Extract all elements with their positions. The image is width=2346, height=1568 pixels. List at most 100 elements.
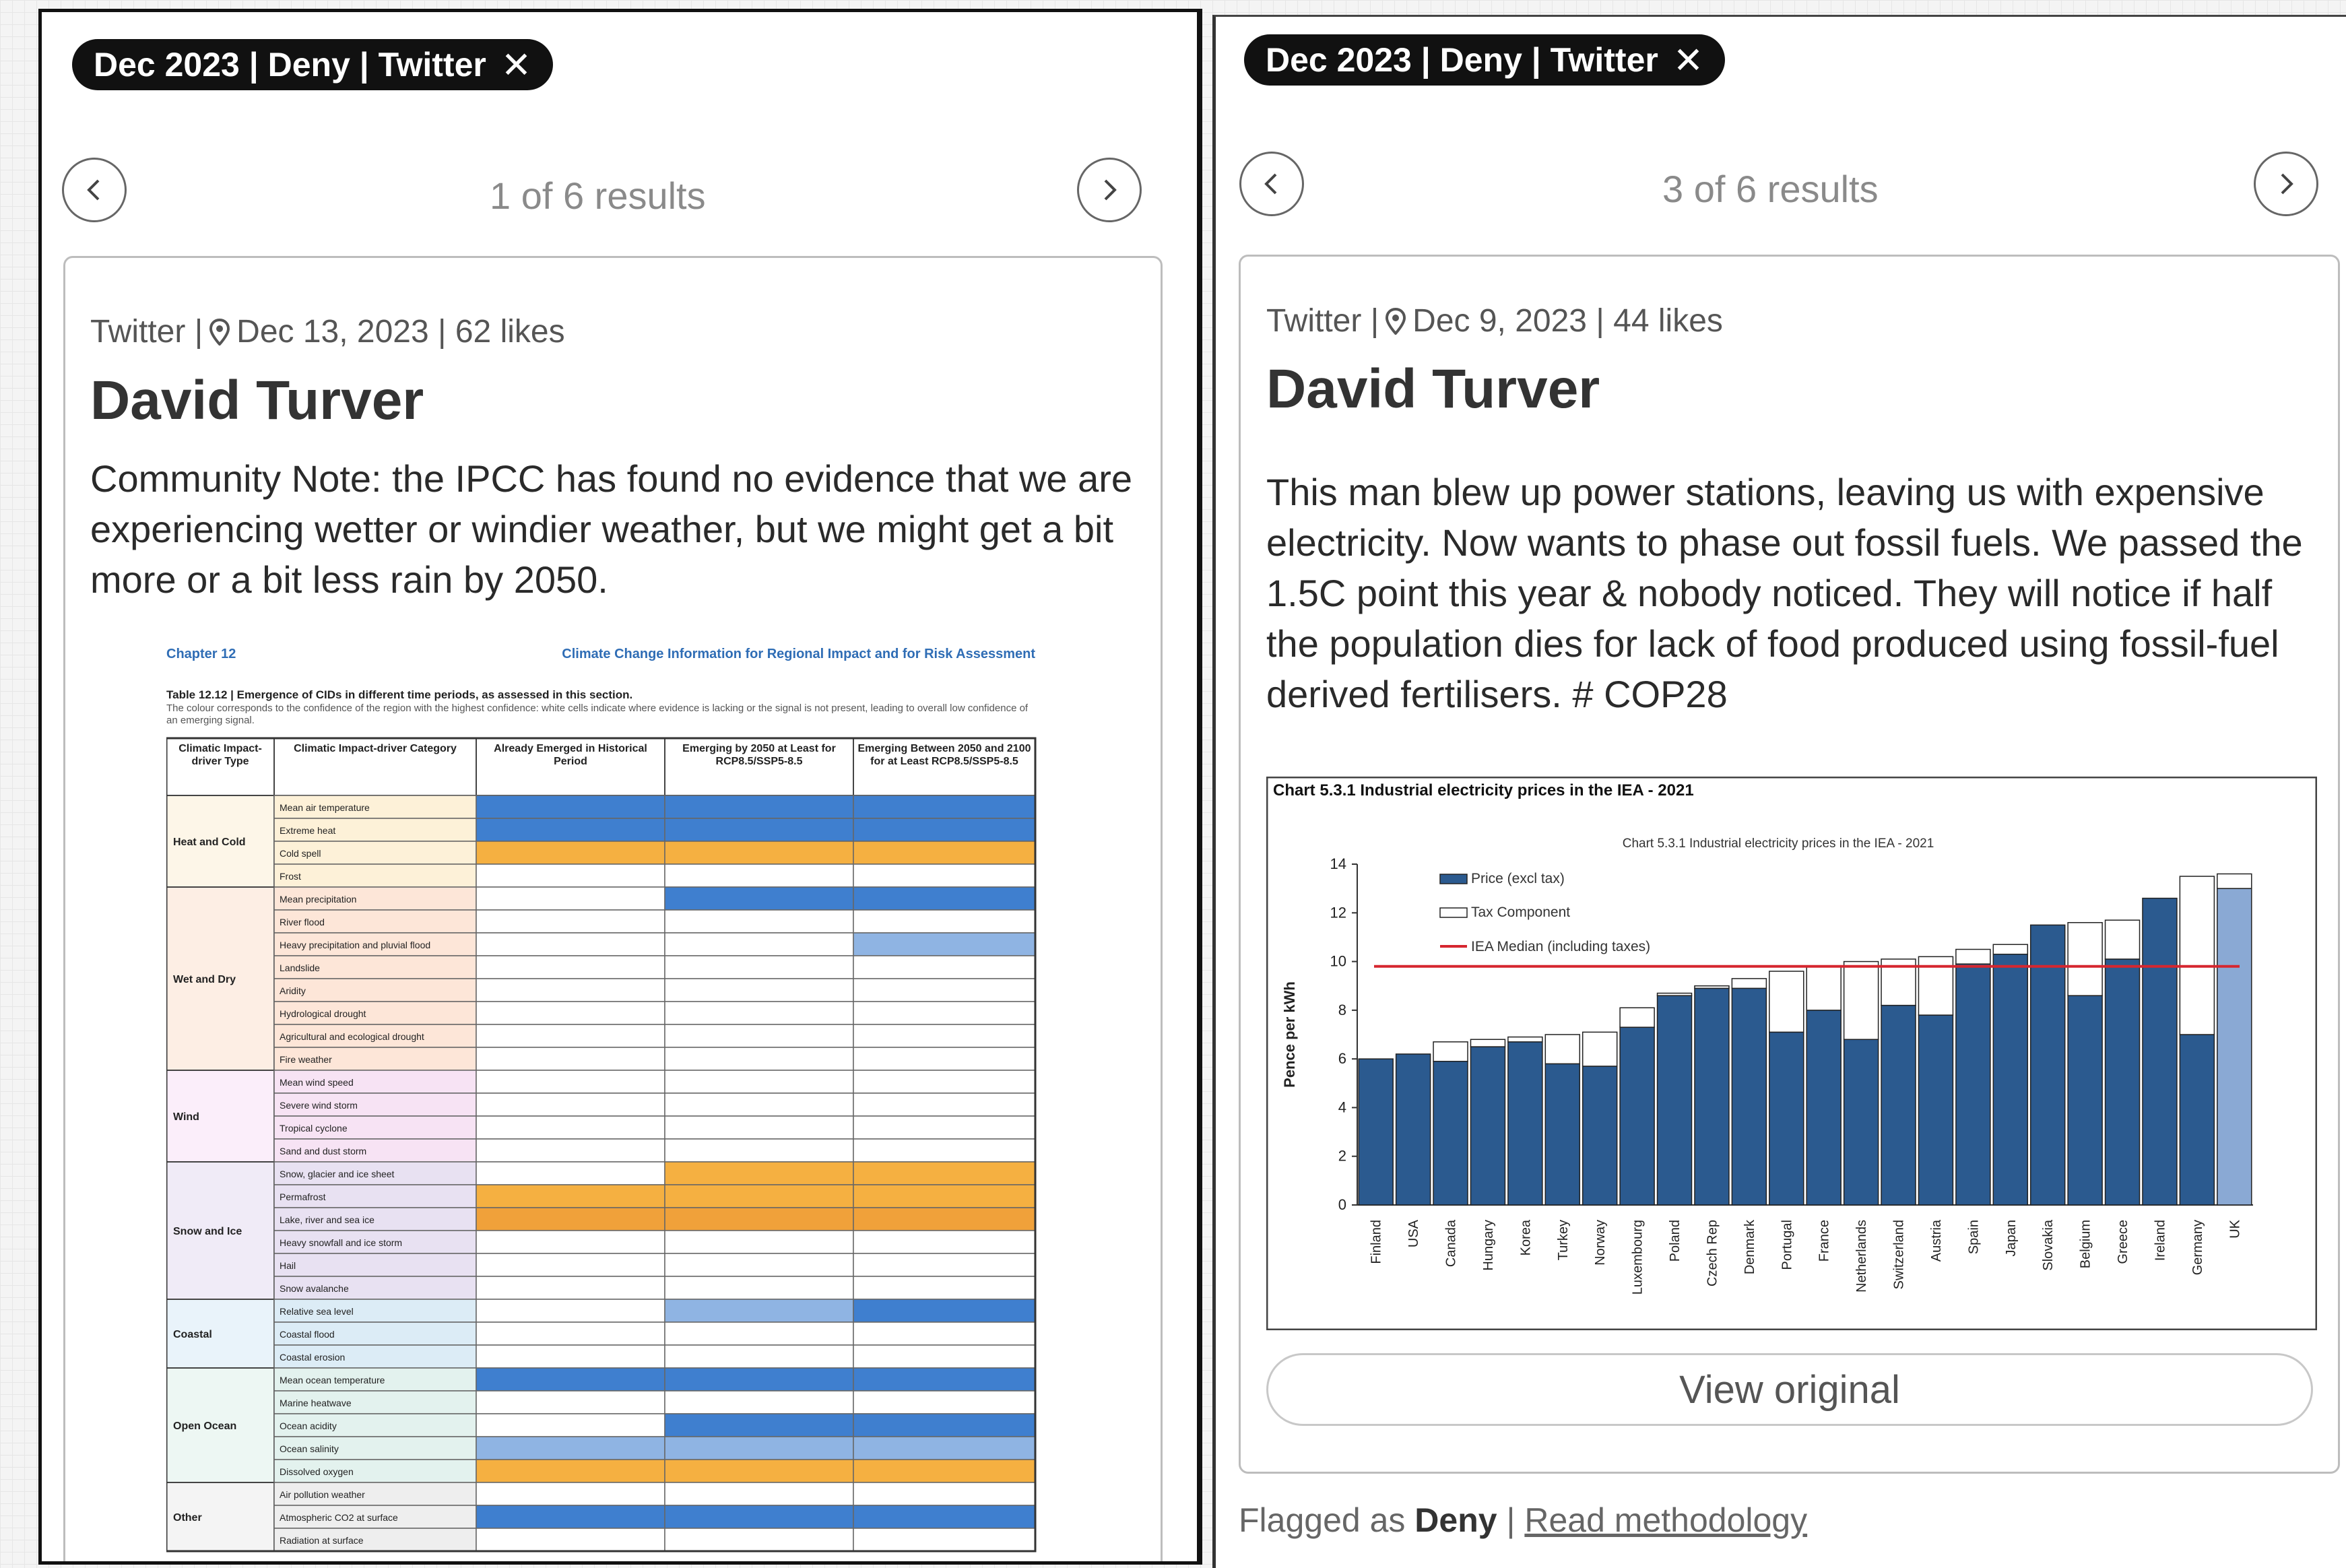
table-cell — [853, 1528, 1036, 1552]
table-cell — [853, 863, 1036, 888]
table-cell — [664, 1253, 854, 1277]
table-cell — [476, 1505, 665, 1529]
table-cell — [853, 955, 1036, 979]
filter-chip[interactable]: Dec 2023 | Deny | Twitter ✕ — [72, 39, 554, 90]
bar-price — [2104, 958, 2141, 1206]
bar-tax — [1582, 1031, 1618, 1067]
view-original-button[interactable]: View original — [1266, 1353, 2313, 1426]
bar-price — [1470, 1046, 1506, 1206]
table-group-label: Wet and Dry — [173, 974, 236, 985]
legend-swatch-price — [1439, 874, 1468, 884]
previous-result-button[interactable] — [1239, 152, 1304, 216]
table-cell — [476, 1161, 665, 1185]
close-icon[interactable]: ✕ — [1672, 40, 1704, 81]
table-row-label-cell — [273, 1184, 477, 1208]
table-row-label-cell — [273, 1115, 477, 1140]
table-row-label: Agricultural and ecological drought — [280, 1031, 424, 1042]
chevron-right-icon — [1104, 179, 1117, 201]
table-row-label-cell — [273, 1367, 477, 1392]
bar-tax — [1656, 992, 1693, 996]
table-cell — [853, 1276, 1036, 1300]
legend-label-tax: Tax Component — [1471, 905, 1570, 920]
flagged-line: Flagged as Deny | Read methodology — [1239, 1501, 1807, 1540]
location-pin-icon — [209, 318, 230, 346]
legend-label-median: IEA Median (including taxes) — [1471, 939, 1650, 954]
y-tick-label: 0 — [1338, 1196, 1346, 1213]
table-cell — [664, 1390, 854, 1414]
table-group-cell — [166, 1299, 275, 1369]
table-cell — [664, 863, 854, 888]
table-cell — [664, 1047, 854, 1071]
post-image-ipcc-table: Chapter 12 Climate Change Information fo… — [166, 647, 1037, 1553]
table-row-label: Ocean salinity — [280, 1443, 339, 1454]
bar-price — [2217, 888, 2252, 1206]
table-column-header: Emerging by 2050 at Least for RCP8.5/SSP… — [682, 743, 836, 767]
table-row-label: Heavy precipitation and pluvial flood — [280, 940, 430, 950]
table-cell — [853, 1115, 1036, 1140]
table-row-label: Relative sea level — [280, 1306, 354, 1317]
table-row-label-cell — [273, 1413, 477, 1437]
close-icon[interactable]: ✕ — [500, 44, 532, 86]
table-group-label: Wind — [173, 1111, 199, 1123]
y-tick-label: 14 — [1330, 855, 1346, 872]
table-cell — [476, 1253, 665, 1277]
table-cell — [476, 1115, 665, 1140]
bar-price — [1544, 1063, 1581, 1206]
chart-title: Chart 5.3.1 Industrial electricity price… — [1273, 781, 1694, 799]
x-tick-label: Poland — [1668, 1220, 1683, 1262]
table-cell — [853, 1138, 1036, 1163]
table-row-label-cell — [273, 1253, 477, 1277]
x-tick-label: Finland — [1369, 1220, 1384, 1264]
bar-tax — [1507, 1036, 1543, 1043]
x-tick-label: Japan — [2004, 1220, 2019, 1257]
y-tick-label: 8 — [1338, 1002, 1346, 1018]
bar-price — [1955, 963, 1991, 1206]
table-row-label: Mean air temperature — [280, 802, 370, 813]
table-row-label-cell — [273, 818, 477, 842]
x-tick-label: Korea — [1518, 1219, 1533, 1255]
table-row-label: Aridity — [280, 985, 306, 996]
next-result-button[interactable] — [1077, 158, 1142, 222]
read-methodology-link[interactable]: Read methodology — [1524, 1501, 1808, 1539]
table-row-label: Atmospheric CO2 at surface — [280, 1512, 398, 1523]
bar-price — [1358, 1058, 1394, 1206]
table-row-label-cell — [273, 1390, 477, 1414]
table-cell — [664, 1070, 854, 1094]
table-row-label: Permafrost — [280, 1191, 326, 1202]
table-cell — [476, 1276, 665, 1300]
table-row-label: Radiation at surface — [280, 1535, 364, 1546]
table-cell — [476, 978, 665, 1002]
table-cell — [664, 1207, 854, 1231]
post-author: David Turver — [1266, 358, 1600, 420]
bar-price — [1881, 1004, 1916, 1206]
table-cell — [664, 818, 854, 842]
table-row-label-cell — [273, 1092, 477, 1117]
table-cell — [476, 1207, 665, 1231]
bar-price — [1582, 1066, 1618, 1206]
table-row-label-cell — [273, 932, 477, 956]
y-axis-label: Pence per kWh — [1281, 981, 1298, 1088]
table-header-row — [166, 738, 1036, 796]
table-row-label: River flood — [280, 917, 325, 927]
bar-price — [1992, 953, 2029, 1206]
table-cell — [853, 1092, 1036, 1117]
table-cell — [664, 1367, 854, 1392]
y-tick-label: 10 — [1330, 953, 1346, 970]
bar-price — [2029, 924, 2066, 1206]
results-panel-left: Dec 2023 | Deny | Twitter ✕ 1 of 6 resul… — [38, 9, 1202, 1565]
x-tick-label: France — [1817, 1220, 1832, 1262]
chevron-left-icon — [1264, 173, 1277, 195]
bar-price — [1507, 1041, 1543, 1206]
table-column-header: Climatic Impact-driver Category — [294, 743, 457, 754]
post-image-chart: Chart 5.3.1 Industrial electricity price… — [1266, 777, 2317, 1330]
y-tick-label: 6 — [1338, 1050, 1346, 1067]
filter-chip[interactable]: Dec 2023 | Deny | Twitter ✕ — [1244, 34, 1726, 86]
table-cell — [476, 1138, 665, 1163]
x-tick-label: Luxembourg — [1631, 1220, 1646, 1295]
table-row-label: Mean wind speed — [280, 1077, 354, 1088]
table-row-label-cell — [273, 1001, 477, 1025]
previous-result-button[interactable] — [62, 158, 127, 222]
next-result-button[interactable] — [2254, 152, 2318, 216]
table-cell — [476, 1024, 665, 1048]
result-count: 1 of 6 results — [490, 174, 706, 217]
